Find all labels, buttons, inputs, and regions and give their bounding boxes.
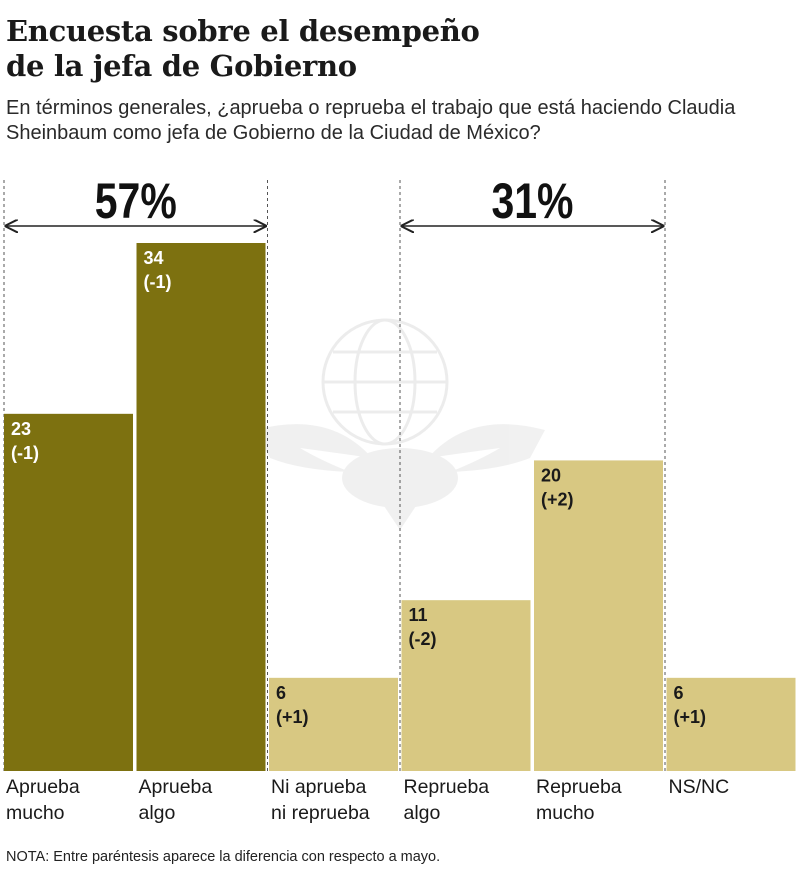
bar-value-label-2: 34 <box>144 248 164 268</box>
bar-1 <box>4 413 133 771</box>
category-label-3-line-1: Ni aprueba <box>271 776 367 798</box>
total-label-2: 31% <box>491 173 573 229</box>
title-line-1: Encuesta sobre el desempeño <box>6 14 480 48</box>
title-line-2: de la jefa de Gobierno <box>6 49 357 83</box>
category-label-4-line-2: algo <box>404 802 441 824</box>
category-label-3-line-2: ni reprueba <box>271 802 370 824</box>
category-label-2-line-2: algo <box>139 802 176 824</box>
chart-title: Encuesta sobre el desempeño de la jefa d… <box>6 14 786 84</box>
bar-6 <box>666 677 796 771</box>
bar-change-label-3: (+1) <box>276 707 309 727</box>
bar-change-label-2: (-1) <box>144 272 172 292</box>
category-label-5-line-2: mucho <box>536 802 595 824</box>
bar-5 <box>534 460 663 771</box>
category-label-1-line-1: Aprueba <box>6 776 80 798</box>
category-label-6-line-1: NS/NC <box>669 776 730 798</box>
category-label-5-line-1: Reprueba <box>536 776 622 798</box>
category-label-1-line-2: mucho <box>6 802 65 824</box>
bar-value-label-4: 11 <box>409 605 428 625</box>
bar-change-label-4: (-2) <box>409 629 437 649</box>
bar-3 <box>269 677 398 771</box>
bar-change-label-5: (+2) <box>541 489 574 509</box>
footnote: NOTA: Entre paréntesis aparece la difere… <box>6 849 441 865</box>
bar-value-label-5: 20 <box>541 465 561 485</box>
bar-4 <box>401 600 531 771</box>
bar-value-label-6: 6 <box>674 683 684 703</box>
bar-2 <box>136 243 266 771</box>
total-label-1: 57% <box>95 173 177 229</box>
category-label-2-line-1: Aprueba <box>139 776 213 798</box>
bar-value-label-1: 23 <box>11 419 31 439</box>
bar-value-label-3: 6 <box>276 683 286 703</box>
bar-change-label-1: (-1) <box>11 443 39 463</box>
bar-change-label-6: (+1) <box>674 707 707 727</box>
chart-subtitle: En términos generales, ¿aprueba o reprue… <box>6 97 736 144</box>
category-label-4-line-1: Reprueba <box>404 776 490 798</box>
